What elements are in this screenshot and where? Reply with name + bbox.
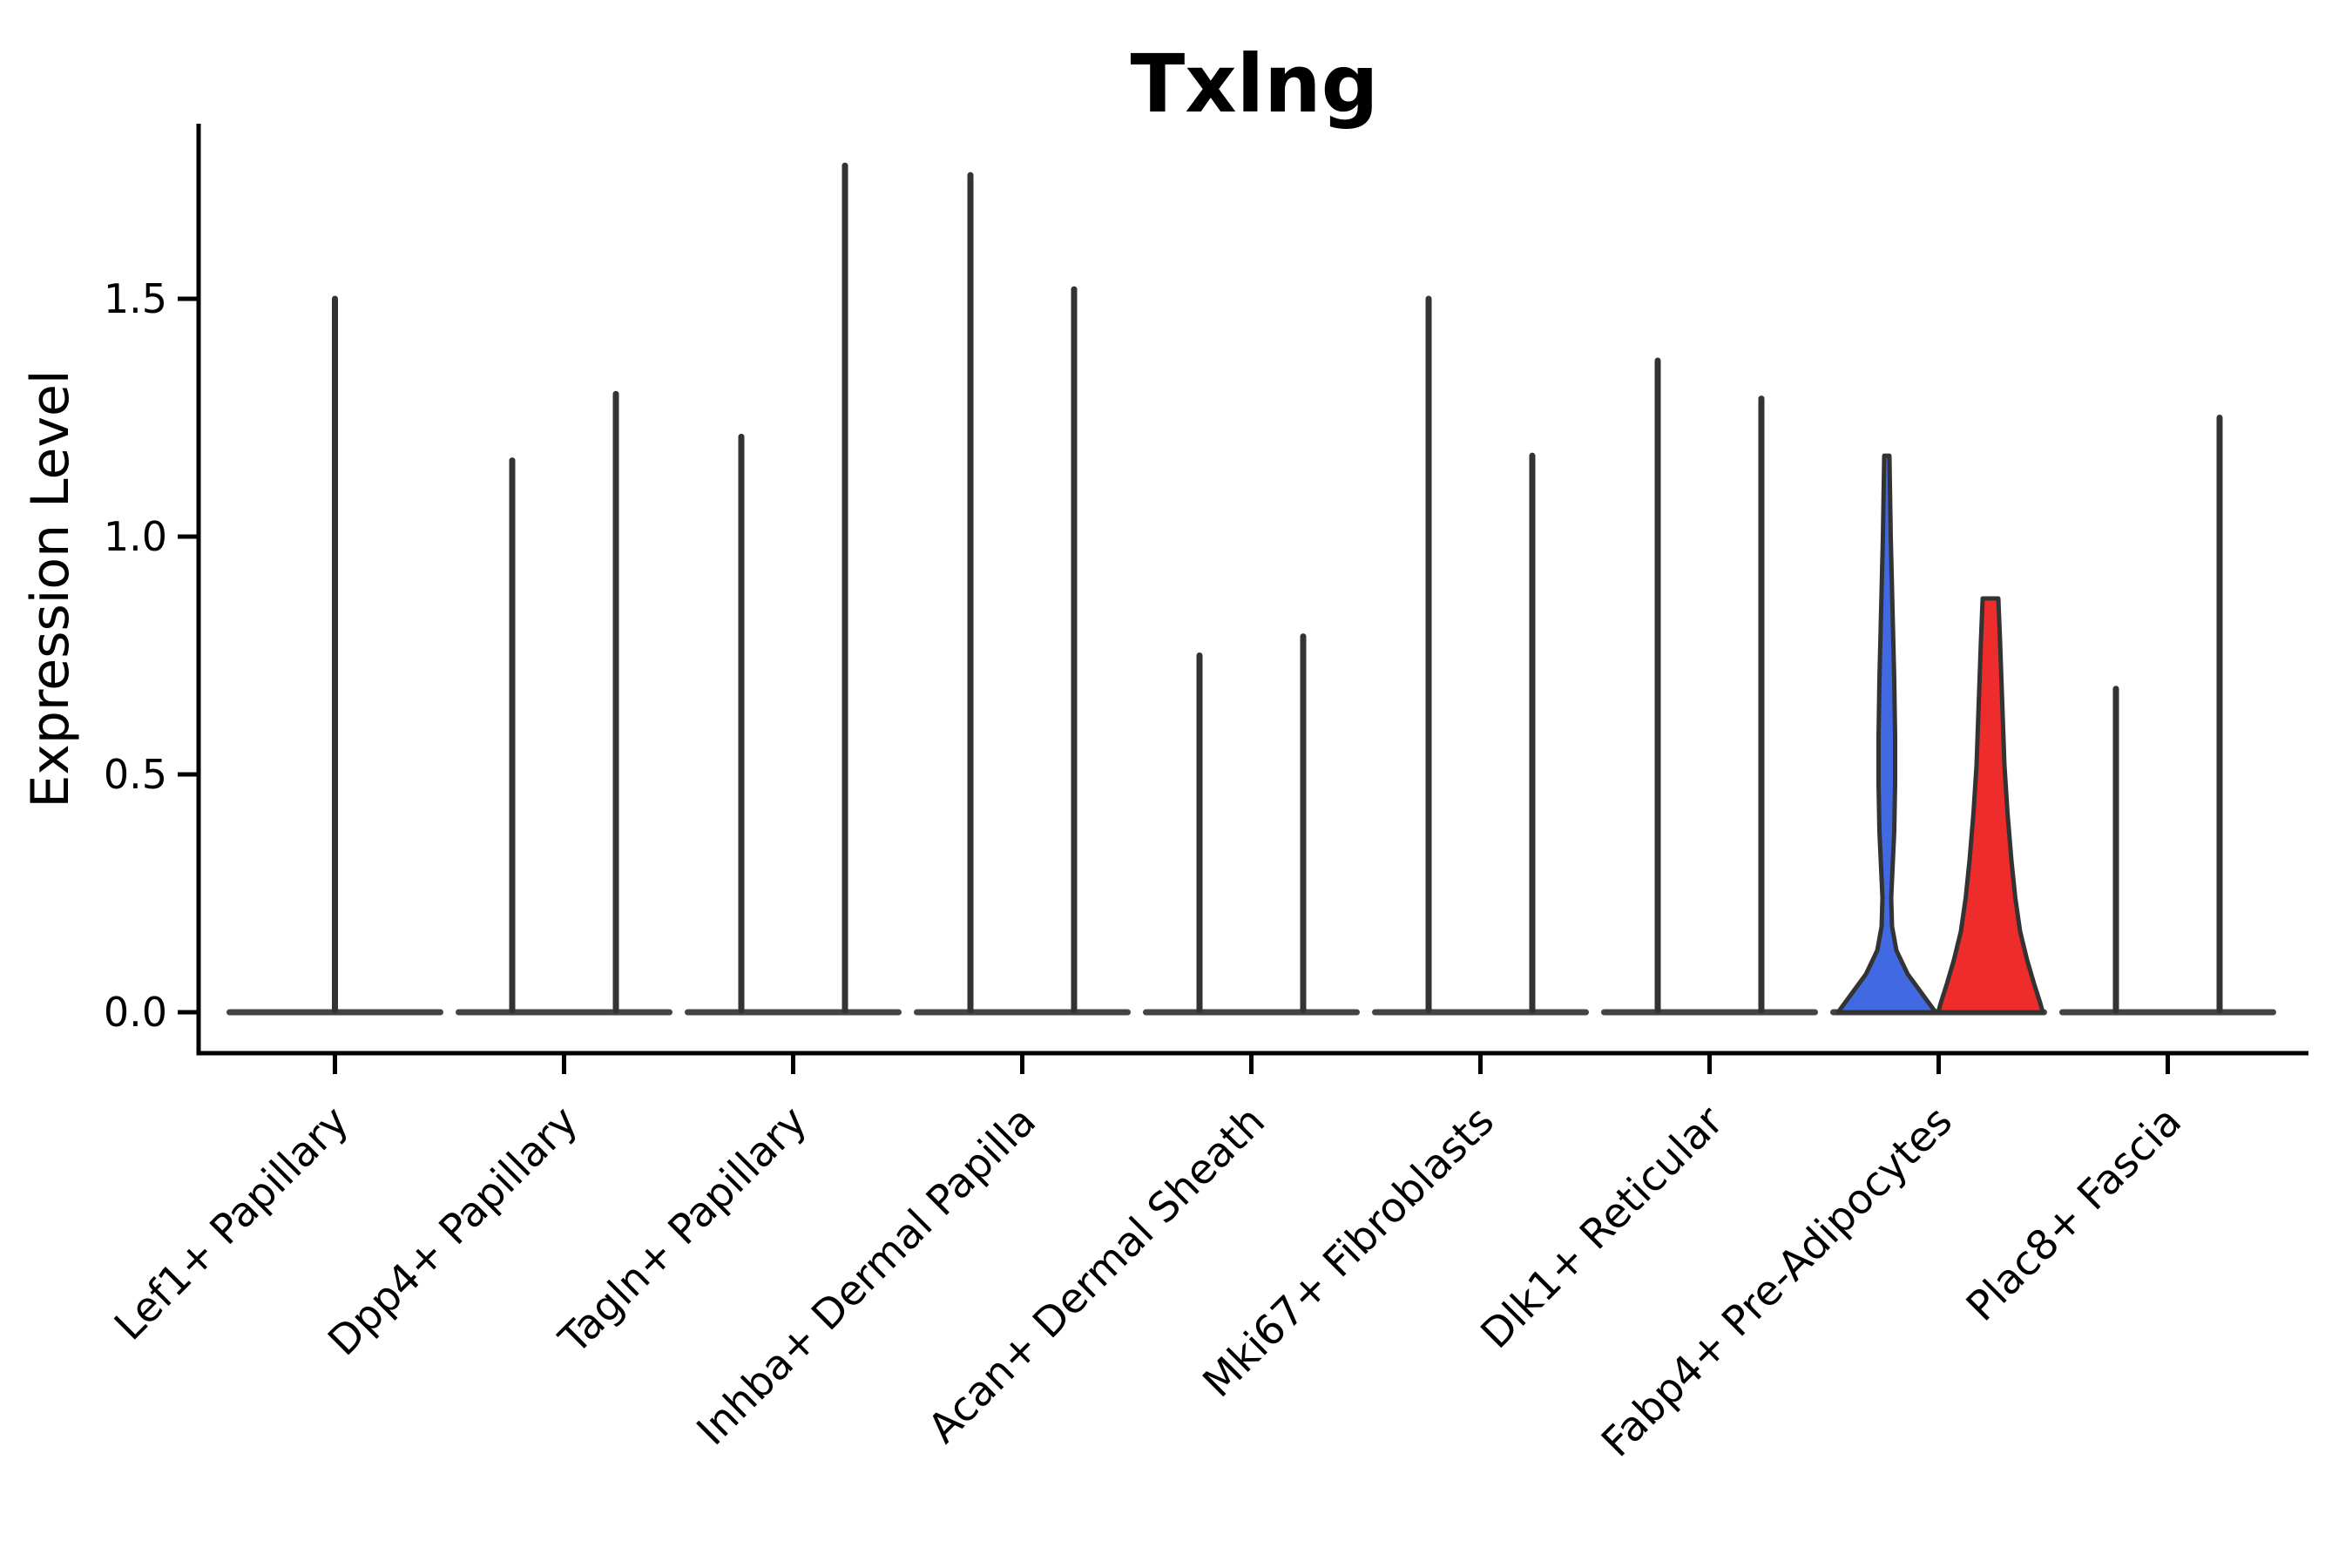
x-tick-label: Plac8+ Fascia: [1957, 1098, 2191, 1331]
y-tick-label: 0.5: [104, 751, 167, 798]
violin-blue: [1835, 453, 1938, 1015]
plot-title: Txlng: [1131, 37, 1379, 131]
violin-red: [1936, 596, 2045, 1015]
x-tick-label: Dlk1+ Reticular: [1472, 1097, 1734, 1358]
y-axis-label: Expression Level: [20, 369, 81, 808]
y-tick-label: 1.0: [104, 513, 167, 560]
x-tick-label: Tagln+ Papillary: [550, 1098, 816, 1364]
y-tick-label: 0.0: [104, 989, 167, 1036]
x-tick-label: Lef1+ Papillary: [105, 1098, 358, 1350]
x-tick-label: Dpp4+ Papillary: [319, 1098, 587, 1366]
y-tick-label: 1.5: [104, 275, 167, 322]
